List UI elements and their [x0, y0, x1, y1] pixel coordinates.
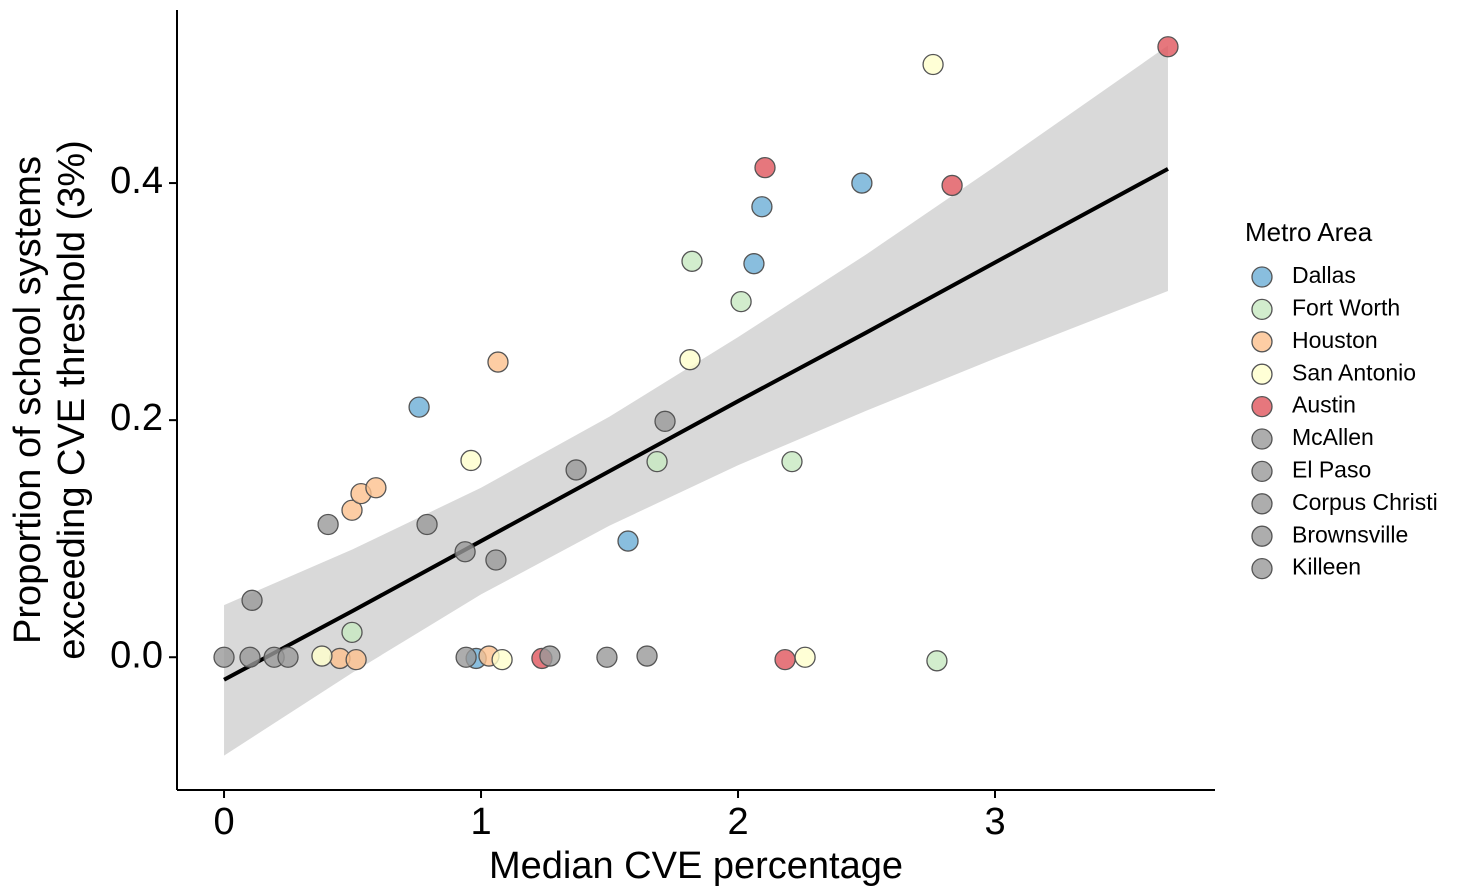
point: [596, 646, 618, 668]
point: [754, 157, 776, 179]
legend-marker: [1251, 331, 1273, 353]
point: [239, 646, 261, 668]
x-tick-label: 1: [470, 801, 491, 843]
point: [774, 648, 796, 671]
y-axis-label: exceeding CVE threshold (3%): [51, 140, 93, 660]
x-tick-label: 0: [213, 801, 234, 843]
point: [743, 253, 765, 275]
legend-marker: [1251, 395, 1273, 418]
legend-marker: [1251, 266, 1273, 288]
point: [794, 646, 816, 668]
legend-label: Fort Worth: [1292, 294, 1400, 320]
point: [455, 646, 477, 668]
legend-label: Houston: [1292, 327, 1378, 353]
legend-label: El Paso: [1292, 456, 1371, 482]
point: [460, 449, 482, 472]
point: [416, 513, 438, 536]
fit-line: [223, 167, 1169, 682]
legend-marker: [1251, 525, 1273, 547]
legend-label: Dallas: [1292, 262, 1356, 288]
point: [679, 349, 701, 371]
point: [408, 396, 430, 418]
point: [454, 541, 476, 563]
legend-label: Corpus Christi: [1292, 489, 1438, 515]
legend-marker: [1251, 428, 1273, 450]
point: [491, 648, 513, 671]
legend-marker: [1251, 493, 1273, 515]
legend-label: San Antonio: [1292, 359, 1416, 385]
point: [539, 645, 561, 667]
point: [487, 351, 509, 373]
point: [926, 650, 948, 672]
point: [485, 549, 507, 571]
legend-marker: [1251, 460, 1273, 483]
point: [851, 172, 873, 194]
legend-marker: [1251, 363, 1273, 385]
point: [781, 450, 803, 473]
point: [317, 513, 339, 536]
point: [241, 589, 263, 611]
point: [565, 459, 587, 481]
point: [1157, 36, 1179, 58]
legend-label: Austin: [1292, 392, 1356, 418]
x-tick-label: 3: [984, 801, 1005, 843]
point: [751, 196, 773, 218]
confidence-band: [224, 45, 1168, 756]
point: [730, 290, 752, 313]
point: [365, 477, 387, 499]
point: [341, 621, 363, 643]
point: [341, 499, 363, 521]
x-tick-label: 2: [727, 801, 748, 843]
y-tick-label: 0.0: [110, 634, 163, 676]
legend-marker: [1251, 557, 1273, 580]
point: [941, 174, 963, 197]
point: [345, 648, 367, 671]
y-tick-label: 0.2: [110, 397, 163, 439]
point: [646, 450, 668, 473]
x-axis-label: Median CVE percentage: [489, 845, 903, 887]
y-tick-label: 0.4: [110, 160, 163, 202]
point: [681, 250, 703, 272]
point: [213, 646, 235, 668]
point: [654, 410, 676, 432]
legend-marker: [1251, 298, 1273, 321]
legend-title: Metro Area: [1245, 217, 1373, 247]
point: [636, 645, 658, 667]
legend-label: Killeen: [1292, 554, 1361, 580]
legend-label: Brownsville: [1292, 521, 1408, 547]
y-axis-label: Proportion of school systems: [7, 156, 49, 644]
legend-label: McAllen: [1292, 424, 1374, 450]
point: [922, 53, 944, 76]
point: [311, 645, 333, 667]
point: [277, 646, 299, 668]
point: [617, 530, 639, 552]
